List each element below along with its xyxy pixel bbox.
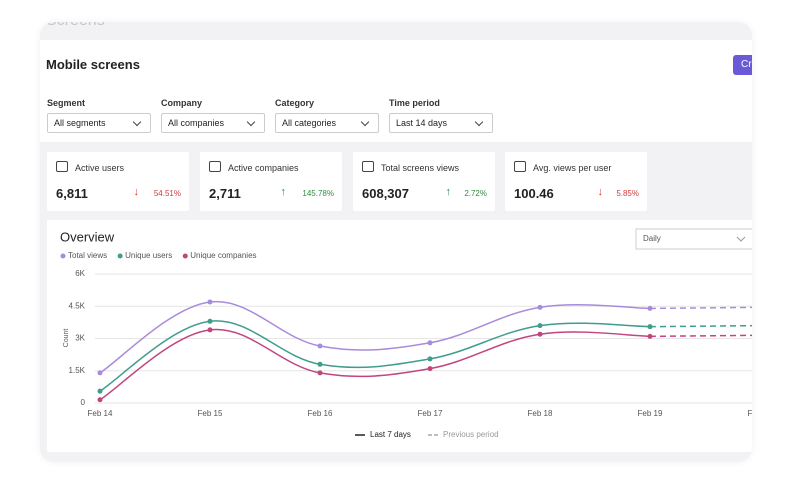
kpi-value: 2,711	[209, 186, 241, 201]
filter-dropdown[interactable]: All companies	[161, 113, 265, 133]
point	[317, 361, 323, 367]
kpi-value: 608,307	[362, 186, 409, 201]
kpi-arrow: ↑	[280, 186, 287, 198]
x-tick-label: Feb 15	[198, 409, 223, 418]
legend-dot	[60, 253, 66, 259]
line	[99, 300, 651, 374]
y-tick-label: 0	[81, 398, 86, 407]
point	[427, 356, 433, 362]
filter-dropdown[interactable]: All segments	[47, 113, 151, 133]
legend-label: Total views	[68, 251, 107, 260]
kpi-change: 145.78%	[302, 189, 334, 198]
line-previous	[649, 334, 752, 338]
point	[97, 397, 103, 403]
legend-label: Unique users	[125, 251, 172, 260]
kpi-icon	[209, 161, 221, 172]
point	[317, 370, 323, 376]
kpi-icon	[362, 161, 374, 172]
kpi-label: Avg. views per user	[533, 163, 612, 173]
kpi-icon	[514, 161, 526, 172]
kpi-arrow: ↓	[597, 186, 604, 198]
style-legend-label: Last 7 days	[370, 430, 411, 439]
y-tick-label: 1.5K	[69, 366, 86, 375]
line-previous	[649, 306, 752, 310]
kpi-card: Avg. views per user 100.46 5.85% ↓	[505, 152, 647, 211]
legend-label: Unique companies	[190, 251, 256, 260]
legend-dot	[117, 253, 123, 259]
point	[207, 318, 213, 324]
point	[647, 305, 653, 311]
filter-label: Segment	[47, 98, 86, 108]
x-tick-label: Feb 19	[638, 409, 663, 418]
point	[537, 323, 543, 329]
point	[537, 331, 543, 337]
kpi-value: 100.46	[514, 186, 554, 201]
point	[97, 388, 103, 394]
kpi-arrow: ↓	[133, 186, 140, 198]
x-tick-label: Feb 16	[308, 409, 333, 418]
kpi-value: 6,811	[56, 186, 88, 201]
kpi-label: Active companies	[228, 163, 299, 173]
chart-title: Overview	[60, 229, 115, 244]
create-button[interactable]: Create	[733, 55, 752, 75]
filter-label: Category	[275, 98, 315, 108]
x-tick-label: Feb 18	[528, 409, 553, 418]
filter-dropdown[interactable]: Last 14 days	[389, 113, 493, 133]
line	[99, 320, 651, 392]
x-tick-label: Feb 14	[88, 409, 113, 418]
kpi-card: Active users 6,811 54.51% ↓	[47, 152, 189, 211]
chart: Overview Daily Total views Unique users Uniq…	[60, 228, 752, 439]
app-panel: Screens Mobile screens Create Overview Da…	[40, 22, 752, 462]
point	[97, 370, 103, 376]
kpi-label: Total screens views	[381, 163, 460, 173]
point	[427, 366, 433, 372]
y-tick-label: 6K	[75, 269, 85, 278]
kpi-change: 5.85%	[616, 189, 639, 198]
point	[537, 304, 543, 310]
line	[99, 328, 651, 401]
y-tick-label: 4.5K	[69, 301, 86, 310]
kpi-arrow: ↑	[445, 186, 452, 198]
point	[647, 333, 653, 339]
breadcrumb: Screens	[46, 22, 105, 30]
dropdown-caret	[736, 236, 746, 242]
period-select[interactable]	[635, 228, 752, 250]
kpi-icon	[56, 161, 68, 172]
point	[427, 340, 433, 346]
kpi-change: 2.72%	[464, 189, 487, 198]
x-tick-label: Feb 17	[418, 409, 443, 418]
legend-dot	[182, 253, 188, 259]
style-legend-label: Previous period	[443, 430, 499, 439]
point	[207, 299, 213, 305]
kpi-card: Active companies 2,711 145.78% ↑	[200, 152, 342, 211]
point	[647, 324, 653, 330]
y-tick-label: 3K	[75, 334, 85, 343]
x-tick-label: Feb 20	[748, 409, 752, 418]
point	[317, 343, 323, 349]
y-axis-label: Count	[63, 329, 70, 348]
period-select-value: Daily	[643, 234, 661, 243]
filter-dropdown[interactable]: All categories	[275, 113, 379, 133]
kpi-label: Active users	[75, 163, 125, 173]
filter-label: Time period	[389, 98, 440, 108]
point	[207, 327, 213, 333]
line-previous	[649, 324, 752, 328]
kpi-change: 54.51%	[153, 189, 181, 198]
kpi-card: Total screens views 608,307 2.72% ↑	[353, 152, 495, 211]
filter-label: Company	[161, 98, 203, 108]
page-title: Mobile screens	[46, 57, 140, 72]
